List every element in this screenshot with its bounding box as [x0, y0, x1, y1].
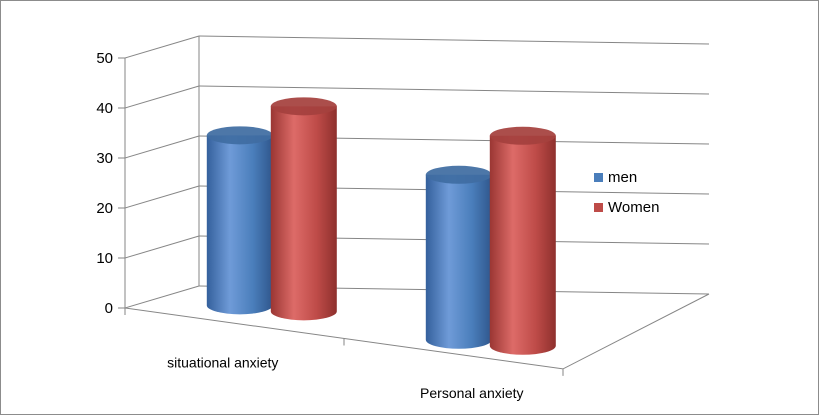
cylinder-top-shade — [489, 126, 556, 145]
cylinder-top — [489, 126, 556, 145]
x-category-label: situational anxiety — [167, 354, 278, 370]
cylinder-body — [425, 174, 492, 349]
bar-women-1 — [270, 97, 337, 321]
cylinder-top — [270, 97, 337, 116]
bar-women-2 — [489, 126, 556, 355]
cylinder-top-shade — [270, 97, 337, 116]
gridline-side — [124, 285, 200, 309]
bar-men-1 — [206, 126, 273, 315]
gridline-side — [124, 85, 200, 109]
gridline-side — [124, 185, 200, 209]
cylinder-top — [206, 126, 273, 145]
y-tick-label: 40 — [96, 100, 113, 117]
gridline — [198, 35, 710, 45]
legend-label-women: Women — [608, 199, 659, 216]
gridline-side — [124, 135, 200, 159]
legend-swatch-men — [594, 173, 603, 182]
cylinder-top — [425, 165, 492, 184]
cylinder-body — [270, 106, 337, 321]
x-category-label: Personal anxiety — [420, 385, 524, 401]
bar-men-2 — [425, 165, 492, 349]
labels: 0 10 20 30 40 50 situational anxiety Personal a… — [96, 50, 523, 401]
gridline-side — [124, 35, 200, 59]
legend: men Women — [594, 169, 659, 216]
cylinder-top-shade — [206, 126, 273, 145]
gridline-side — [124, 235, 200, 259]
cylinder-body — [489, 135, 556, 355]
y-tick-label: 0 — [105, 300, 113, 317]
cylinder-top-shade — [425, 165, 492, 184]
legend-label-men: men — [608, 169, 637, 186]
legend-swatch-women — [594, 203, 603, 212]
y-tick-label: 30 — [96, 150, 113, 167]
y-tick-label: 20 — [96, 200, 113, 217]
y-tick-label: 50 — [96, 50, 113, 67]
y-tick-label: 10 — [96, 250, 113, 267]
bars — [206, 97, 556, 355]
gridline — [198, 85, 710, 95]
cylinder-body — [206, 135, 273, 315]
axes — [118, 36, 710, 376]
